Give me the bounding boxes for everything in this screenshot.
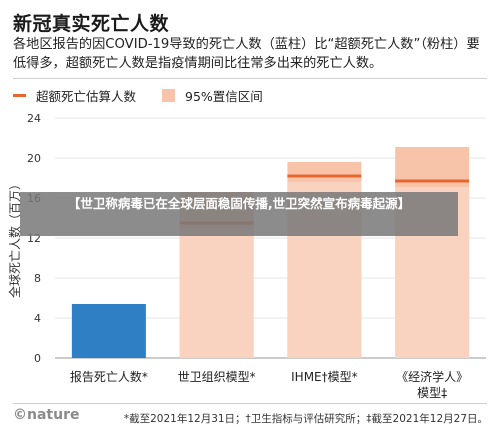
y-tick-label: 4 [34, 312, 41, 325]
y-tick-label: 8 [34, 272, 41, 285]
reported-deaths-bar [71, 304, 146, 358]
x-tick-label: IHME†模型* [291, 370, 358, 384]
x-tick-label: 《经济学人》 [396, 369, 468, 384]
x-tick-label: 模型‡ [417, 386, 447, 400]
legend-band-swatch [162, 89, 176, 102]
legend-item-excess-estimate: 超额死亡估算人数 [13, 86, 136, 105]
bottom-divider [13, 403, 487, 404]
chart-title: 新冠真实死亡人数 [13, 13, 170, 35]
legend-label-ci: 95%置信区间 [185, 89, 263, 104]
y-tick-label: 20 [27, 152, 41, 165]
overlay-banner: 【世卫称病毒已在全球层面稳固传播,世卫突然宣布病毒起源】 [20, 192, 458, 236]
x-tick-label: 报告死亡人数* [70, 369, 148, 384]
legend-item-confidence-interval: 95%置信区间 [162, 86, 263, 105]
ci-band-lower [179, 229, 254, 358]
top-divider [13, 78, 487, 79]
y-tick-label: 0 [34, 352, 41, 365]
chart-subtitle: 各地区报告的因COVID-19导致的死亡人数（蓝柱）比“超额死亡人数”（粉柱）要… [13, 37, 480, 71]
x-tick-label: 世卫组织模型* [178, 370, 256, 384]
legend-label-excess: 超额死亡估算人数 [36, 89, 137, 104]
legend-line-swatch [13, 94, 26, 97]
chart-legend: 超额死亡估算人数 95%置信区间 [13, 86, 289, 105]
nature-logo: ©nature [13, 407, 80, 423]
y-tick-label: 24 [27, 112, 41, 125]
y-axis-label: 全球死亡人数（百万） [7, 178, 22, 298]
footnote: *截至2021年12月31日；†卫生指标与评估研究所；‡截至2021年12月27… [123, 413, 488, 425]
